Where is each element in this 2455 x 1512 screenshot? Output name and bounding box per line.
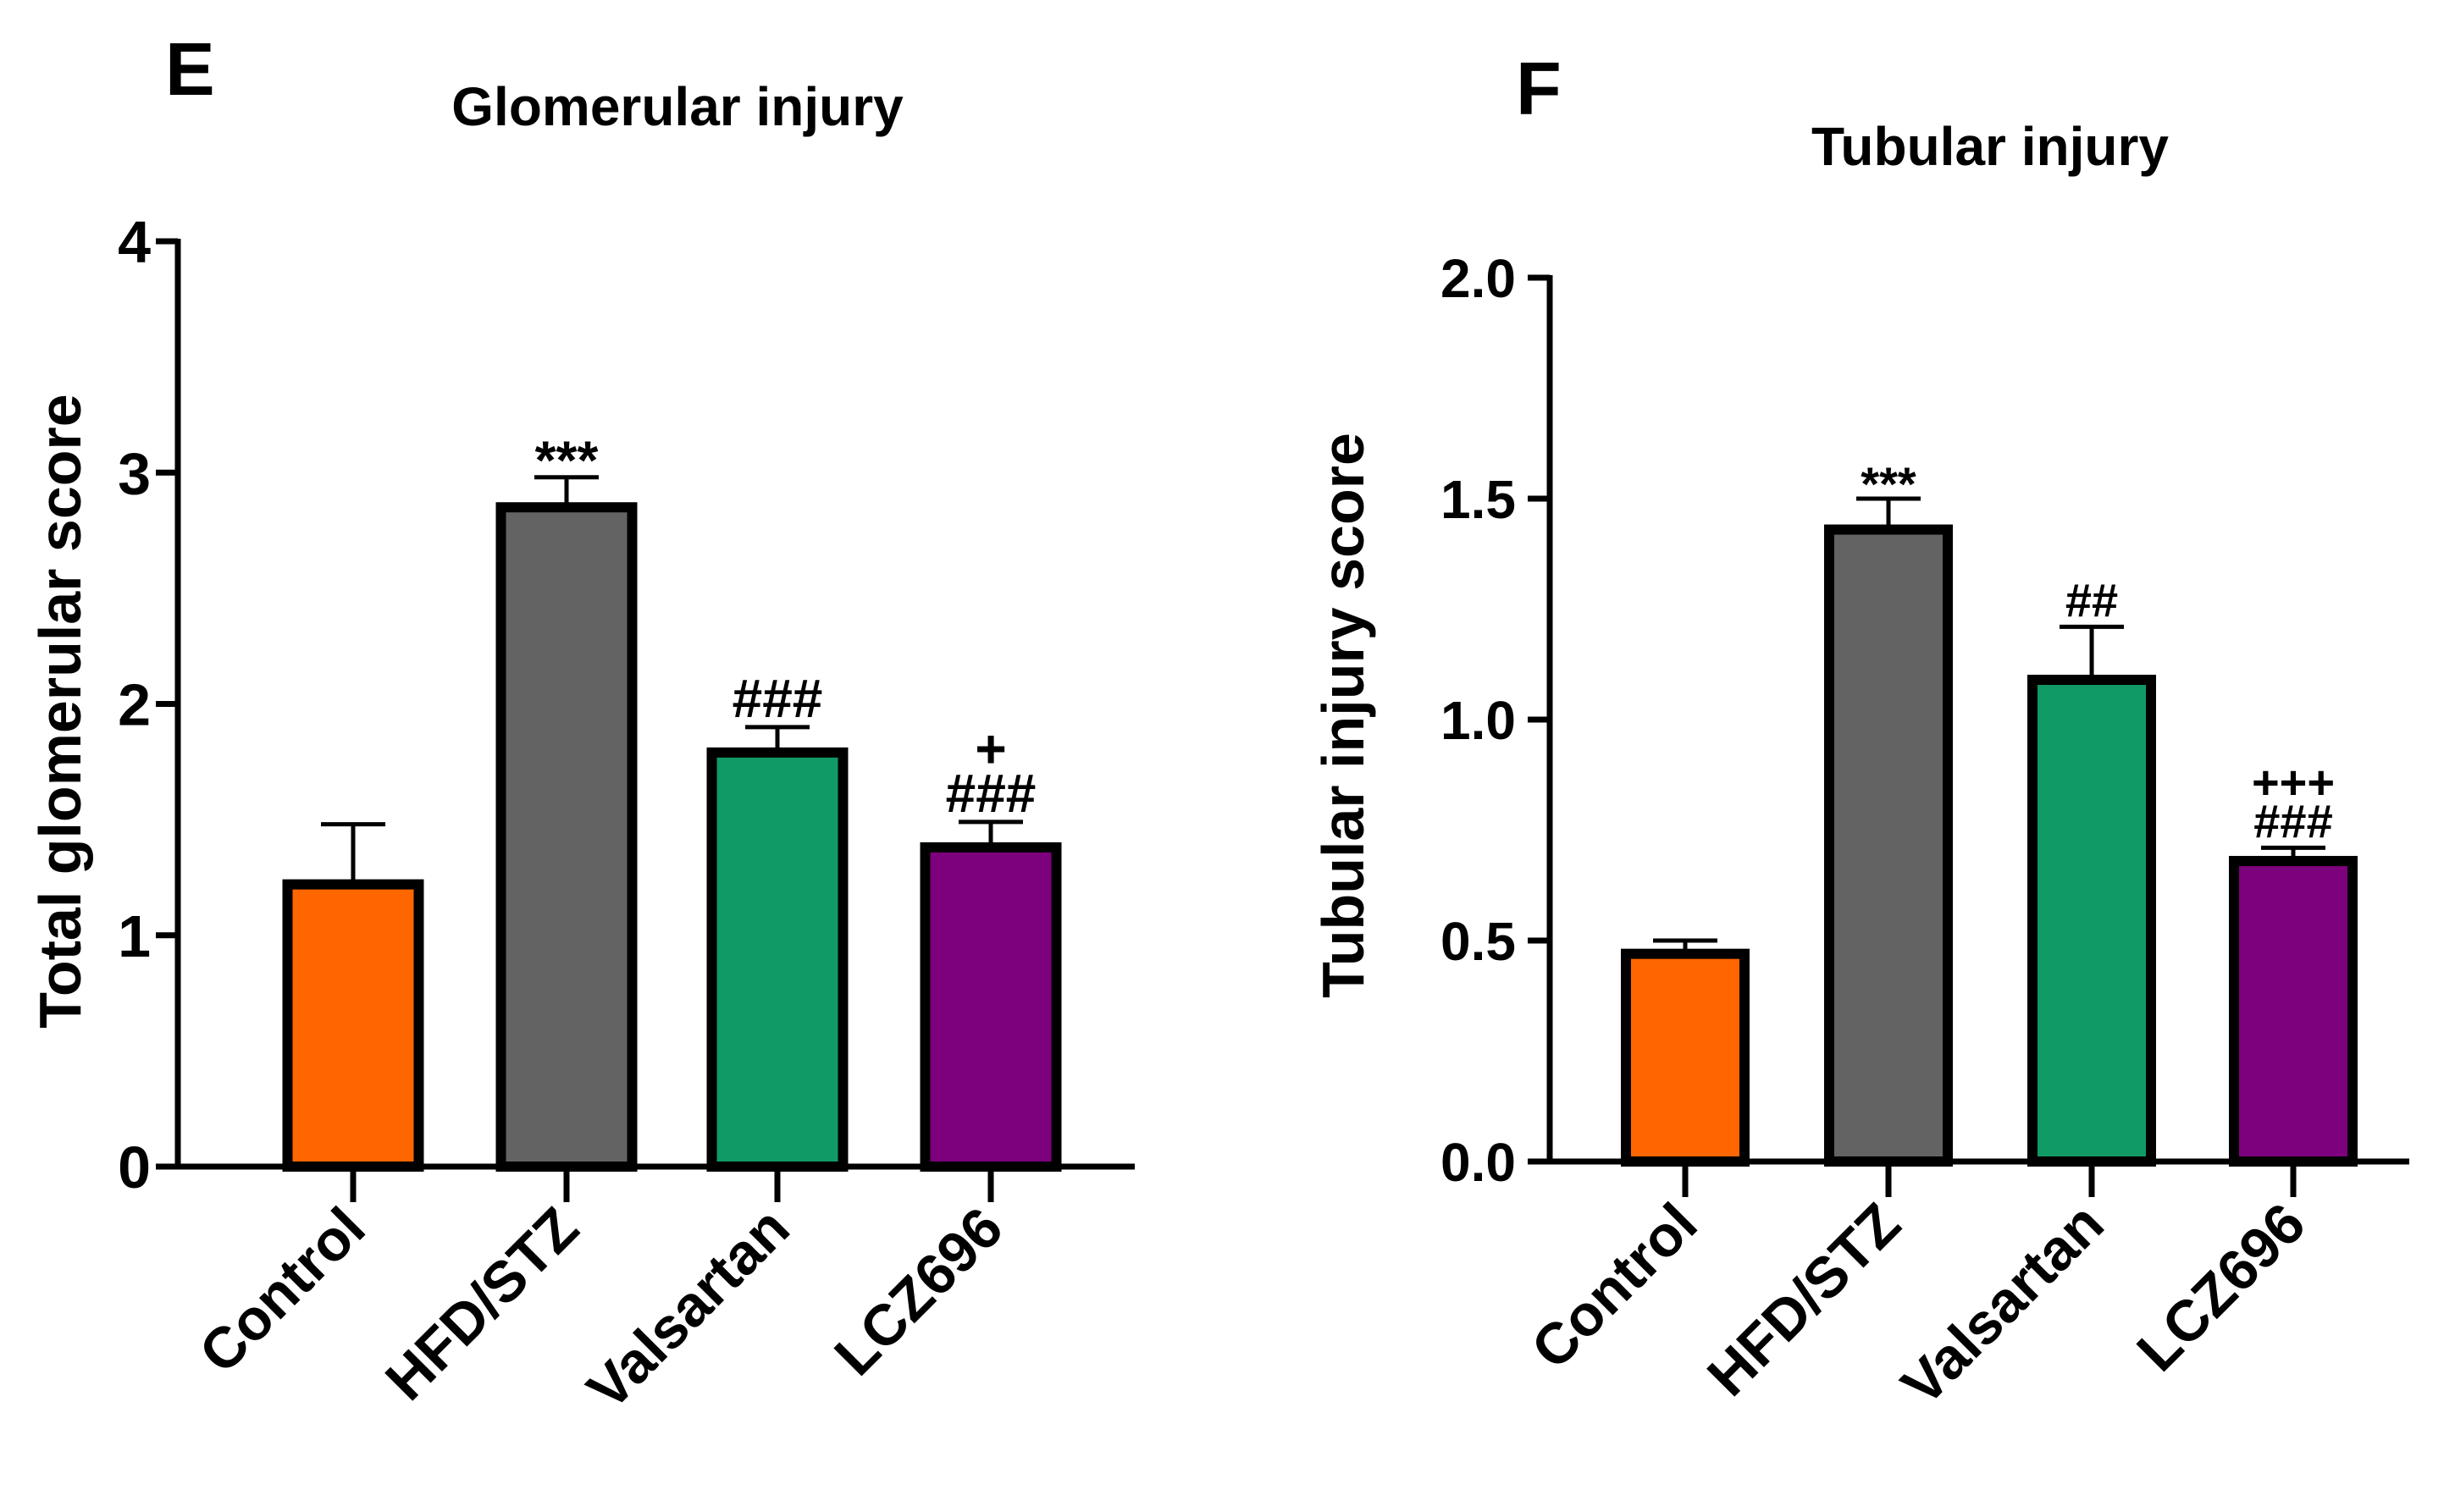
y-axis-label: Tubular injury score — [1310, 433, 1376, 998]
bar — [1824, 524, 1953, 1167]
y-tick-label: 2.0 — [1440, 248, 1516, 309]
y-tick-label: 1.0 — [1440, 690, 1516, 751]
x-tick-label: HFD/STZ — [1695, 1191, 1913, 1409]
y-tick-label: 2 — [118, 672, 151, 738]
bar — [1621, 948, 1750, 1167]
chart-title: Tubular injury — [1811, 116, 2169, 177]
significance-label: ### — [946, 763, 1037, 824]
y-tick-label: 1 — [118, 903, 151, 969]
bar — [495, 502, 638, 1172]
bar — [706, 747, 849, 1172]
panel-letter: F — [1516, 47, 1562, 130]
panel-letter: E — [165, 27, 215, 111]
x-tick-label: Control — [1519, 1191, 1710, 1382]
y-tick-label: 4 — [118, 209, 151, 275]
bar — [920, 842, 1062, 1172]
panel-e-glomerular-injury: E Glomerular injury Total glomerular sco… — [27, 27, 1135, 1421]
significance-label: *** — [535, 430, 599, 491]
x-tick-label: Valsartan — [1889, 1191, 2116, 1418]
y-axis-label: Total glomerular score — [27, 394, 93, 1028]
y-tick-label: 0.5 — [1440, 911, 1516, 972]
x-tick-label: LCZ696 — [822, 1195, 1015, 1388]
panel-f-tubular-injury: F Tubular injury Tubular injury score 0.… — [1310, 47, 2409, 1417]
chart-title: Glomerular injury — [451, 76, 904, 137]
significance-label: ### — [2253, 794, 2332, 847]
significance-label: ### — [733, 668, 823, 729]
x-tick-label: Valsartan — [575, 1195, 802, 1422]
x-tick-label: Control — [187, 1195, 378, 1386]
bar — [282, 879, 424, 1172]
y-tick-label: 3 — [118, 440, 151, 506]
x-tick-label: HFD/STZ — [373, 1195, 591, 1413]
significance-label: *** — [1861, 457, 1916, 510]
significance-label-extra: +++ — [2252, 755, 2335, 808]
significance-label-extra: + — [975, 718, 1006, 779]
y-tick-label: 0.0 — [1440, 1132, 1516, 1193]
significance-label: ## — [2065, 573, 2118, 626]
bar — [2229, 856, 2358, 1167]
bar — [2027, 675, 2156, 1167]
x-tick-label: LCZ696 — [2125, 1191, 2317, 1383]
y-tick-label: 1.5 — [1440, 469, 1516, 530]
y-tick-label: 0 — [118, 1134, 151, 1200]
